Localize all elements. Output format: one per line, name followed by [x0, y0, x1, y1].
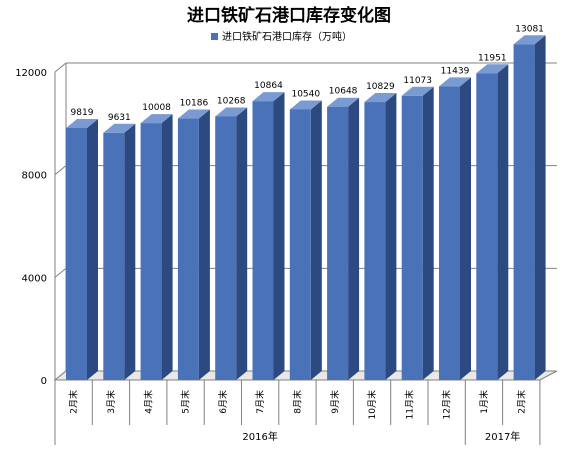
chart-title: 进口铁矿石港口库存变化图: [187, 5, 391, 26]
data-label: 9819: [71, 108, 94, 118]
y-tick-label: 4000: [22, 273, 47, 284]
gridline-depth: [54, 267, 67, 278]
bar-top: [401, 86, 434, 96]
data-label: 10648: [329, 87, 358, 97]
legend-label: 进口铁矿石港口库存（万吨）: [222, 30, 352, 43]
bar-top: [177, 109, 210, 119]
x-tick-label: 1月末: [478, 390, 490, 414]
bar-top: [252, 92, 285, 102]
x-tick-label: 4月末: [142, 390, 154, 414]
x-tick-label: 10月末: [366, 390, 378, 419]
legend-swatch: [211, 33, 218, 40]
bar-top: [289, 100, 322, 110]
bar: [289, 109, 311, 381]
x-tick-label: 8月末: [291, 390, 303, 414]
data-label: 13081: [515, 24, 544, 34]
data-label: 11439: [441, 66, 470, 76]
y-tick-label: 12000: [15, 68, 47, 79]
bar-side: [198, 109, 210, 381]
data-label: 10268: [217, 96, 246, 106]
bar-top: [439, 77, 471, 87]
data-label: 11073: [403, 76, 432, 86]
bar-side: [534, 35, 546, 380]
bar-top: [66, 118, 98, 128]
data-label: 10008: [142, 103, 171, 113]
bar-side: [161, 114, 173, 381]
bar: [401, 95, 423, 380]
data-label: 10540: [291, 89, 320, 99]
bar-side: [87, 118, 98, 380]
bar: [476, 73, 498, 381]
x-tick-label: 11月末: [403, 390, 415, 419]
bar-top: [215, 107, 248, 117]
bar-side: [422, 86, 434, 380]
bar-side: [497, 64, 509, 381]
data-label: 11951: [478, 53, 507, 63]
x-tick-label: 7月末: [254, 390, 266, 414]
bar-side: [385, 93, 397, 380]
x-tick-label: 2月末: [68, 390, 80, 414]
bar: [103, 132, 125, 380]
x-group-label: 2016年: [242, 430, 277, 443]
bar: [252, 101, 274, 380]
bar: [439, 86, 460, 381]
bar: [513, 44, 535, 380]
data-label: 10186: [180, 99, 209, 109]
bar: [177, 118, 199, 381]
gridline-depth: [54, 62, 67, 73]
x-tick-label: 12月末: [441, 390, 453, 419]
bar-top: [513, 35, 546, 45]
bar-side: [273, 92, 285, 380]
x-tick-label: 9月末: [329, 390, 341, 414]
data-label: 10864: [254, 81, 283, 91]
bars-layer: [66, 35, 546, 381]
bar: [140, 123, 162, 381]
y-tick-label: 8000: [22, 171, 47, 182]
bar-side: [348, 97, 360, 381]
bar-top: [103, 123, 136, 133]
x-group-label: 2017年: [485, 430, 520, 443]
bar-top: [327, 97, 360, 107]
x-tick-label: 2月末: [515, 390, 527, 414]
labels-layer: 9819 2月末 9631 3月末 10008 4月末 10186 5月末 10268 6月末 10…: [68, 24, 544, 443]
bar: [215, 116, 237, 381]
x-tick-label: 5月末: [180, 390, 192, 414]
x-tick-label: 3月末: [105, 390, 117, 414]
bar-side: [124, 123, 136, 381]
x-tick-label: 6月末: [217, 390, 229, 414]
bar: [66, 127, 87, 380]
y-tick-label: 0: [41, 376, 47, 387]
data-label: 10829: [366, 82, 395, 92]
legend: 进口铁矿石港口库存（万吨）: [211, 30, 352, 43]
bar-side: [236, 107, 248, 381]
data-label: 9631: [108, 113, 131, 123]
bar-top: [476, 64, 509, 74]
bar-top: [140, 114, 173, 124]
bar-side: [310, 100, 322, 381]
bar-top: [364, 93, 397, 103]
bar: [364, 102, 386, 380]
bar-side: [460, 77, 471, 381]
bar: [327, 106, 349, 381]
gridline-depth: [54, 165, 67, 176]
